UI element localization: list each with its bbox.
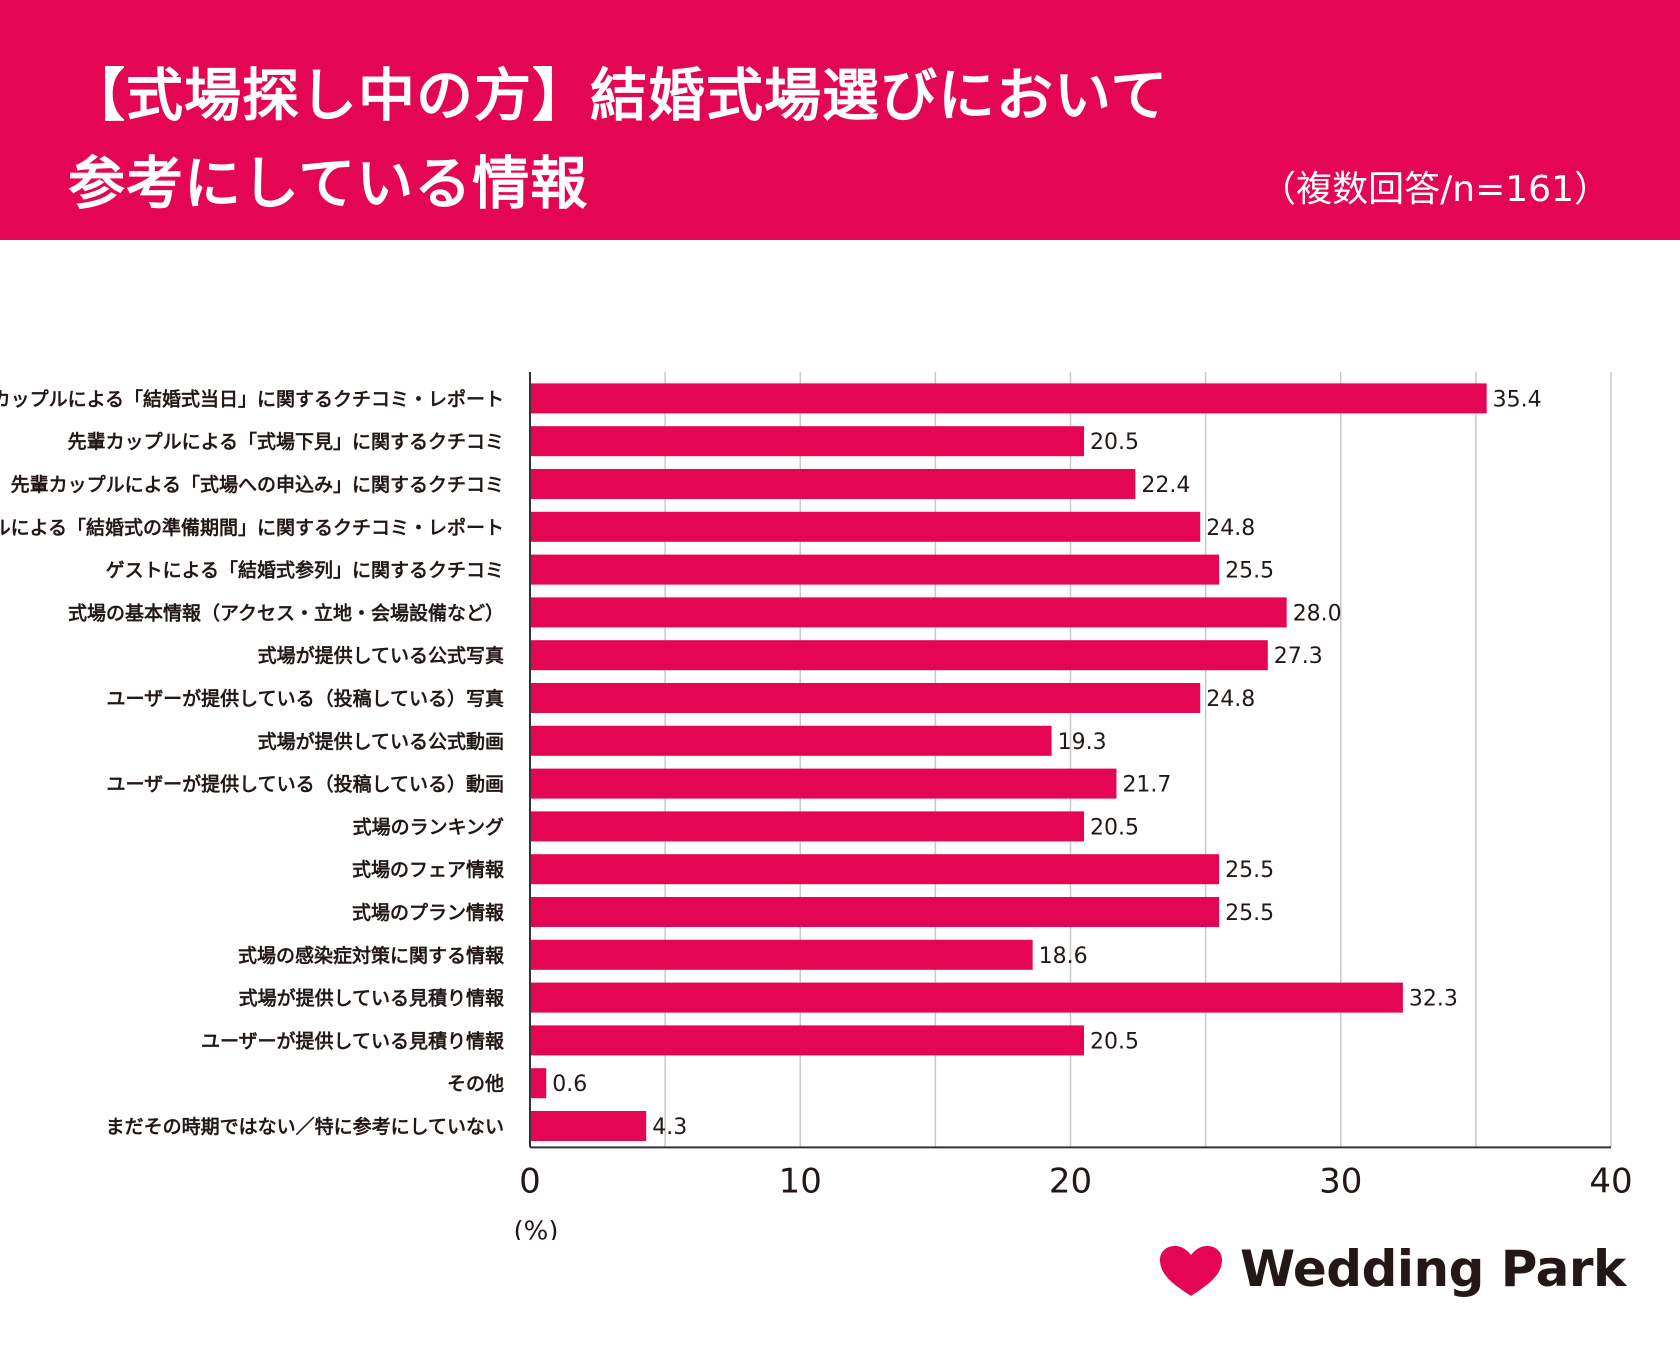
category-label: 式場が提供している見積り情報	[239, 987, 505, 1010]
category-label: 式場が提供している公式写真	[258, 644, 504, 667]
category-label: 式場が提供している公式動画	[258, 730, 504, 753]
value-label: 25.5	[1225, 559, 1274, 584]
value-label: 19.3	[1058, 730, 1107, 755]
category-label: 式場のフェア情報	[352, 858, 505, 881]
bar	[530, 511, 1201, 542]
x-tick-label: 20	[1049, 1161, 1092, 1201]
category-label: ゲストによる「結婚式参列」に関するクチコミ	[106, 559, 504, 582]
bar	[530, 383, 1487, 414]
value-label: 35.4	[1493, 387, 1542, 412]
heart-icon	[1160, 1246, 1222, 1296]
category-label: ユーザーが提供している見積り情報	[201, 1029, 505, 1052]
bar	[530, 640, 1268, 671]
category-label: 先輩カップルによる「式場下見」に関するクチコミ	[68, 430, 504, 453]
value-label: 0.6	[552, 1072, 587, 1097]
bar	[530, 554, 1220, 585]
category-label: 式場のプラン情報	[352, 901, 505, 924]
bar	[530, 811, 1085, 842]
value-label: 32.3	[1409, 987, 1458, 1012]
category-label: その他	[447, 1072, 504, 1095]
x-tick-label: 0	[519, 1161, 541, 1201]
bar-chart: 先輩カップルによる「結婚式当日」に関するクチコミ・レポート 35.4 先輩カップルに…	[0, 372, 1633, 1240]
bar	[530, 683, 1201, 713]
value-label: 22.4	[1141, 473, 1190, 498]
value-label: 18.6	[1039, 944, 1088, 969]
value-label: 25.5	[1225, 858, 1274, 883]
category-label: ユーザーが提供している（投稿している）写真	[107, 687, 504, 710]
title-line-2: 参考にしている情報	[68, 151, 589, 217]
x-axis-unit-label: (%)	[514, 1216, 559, 1240]
value-label: 4.3	[652, 1115, 687, 1140]
title-line-1: 【式場探し中の方】結婚式場選びにおいて	[68, 63, 1169, 129]
category-label: 式場の基本情報（アクセス・立地・会場設備など）	[68, 601, 504, 624]
value-label: 25.5	[1225, 901, 1274, 926]
bar	[530, 768, 1117, 799]
x-tick-label: 30	[1319, 1161, 1362, 1201]
logo-text: Wedding Park	[1240, 1240, 1626, 1298]
bar	[530, 725, 1052, 756]
value-label: 24.8	[1206, 687, 1255, 712]
bar	[530, 854, 1220, 885]
value-label: 20.5	[1090, 1029, 1139, 1054]
category-label: 式場の感染症対策に関する情報	[238, 944, 505, 967]
category-label: 先輩カップルによる「結婚式当日」に関するクチコミ・レポート	[0, 387, 504, 410]
value-label: 28.0	[1293, 601, 1342, 626]
bar	[530, 469, 1136, 499]
response-note: （複数回答/n=161）	[1260, 169, 1610, 210]
value-label: 20.5	[1090, 430, 1139, 455]
bar	[530, 1025, 1085, 1056]
wedding-park-logo: Wedding Park	[1158, 1240, 1626, 1304]
bar	[530, 897, 1220, 927]
category-label: まだその時期ではない／特に参考にしていない	[106, 1115, 504, 1138]
x-tick-label: 40	[1589, 1161, 1632, 1201]
bar	[530, 597, 1287, 628]
header-banner: 【式場探し中の方】結婚式場選びにおいて 参考にしている情報 （複数回答/n=16…	[0, 0, 1680, 240]
bar	[530, 939, 1033, 970]
category-label: ユーザーが提供している（投稿している）動画	[107, 773, 504, 796]
bar	[530, 1068, 547, 1099]
category-label: 先輩カップルによる「結婚式の準備期間」に関するクチコミ・レポート	[0, 516, 504, 539]
bar	[530, 426, 1085, 457]
value-label: 24.8	[1206, 516, 1255, 541]
bar	[530, 1111, 647, 1141]
category-label: 先輩カップルによる「式場への申込み」に関するクチコミ	[11, 473, 504, 496]
value-label: 21.7	[1122, 773, 1171, 798]
value-label: 20.5	[1090, 815, 1139, 840]
bar	[530, 982, 1403, 1013]
value-label: 27.3	[1274, 644, 1323, 669]
category-label: 式場のランキング	[353, 815, 504, 838]
x-tick-label: 10	[779, 1161, 822, 1201]
